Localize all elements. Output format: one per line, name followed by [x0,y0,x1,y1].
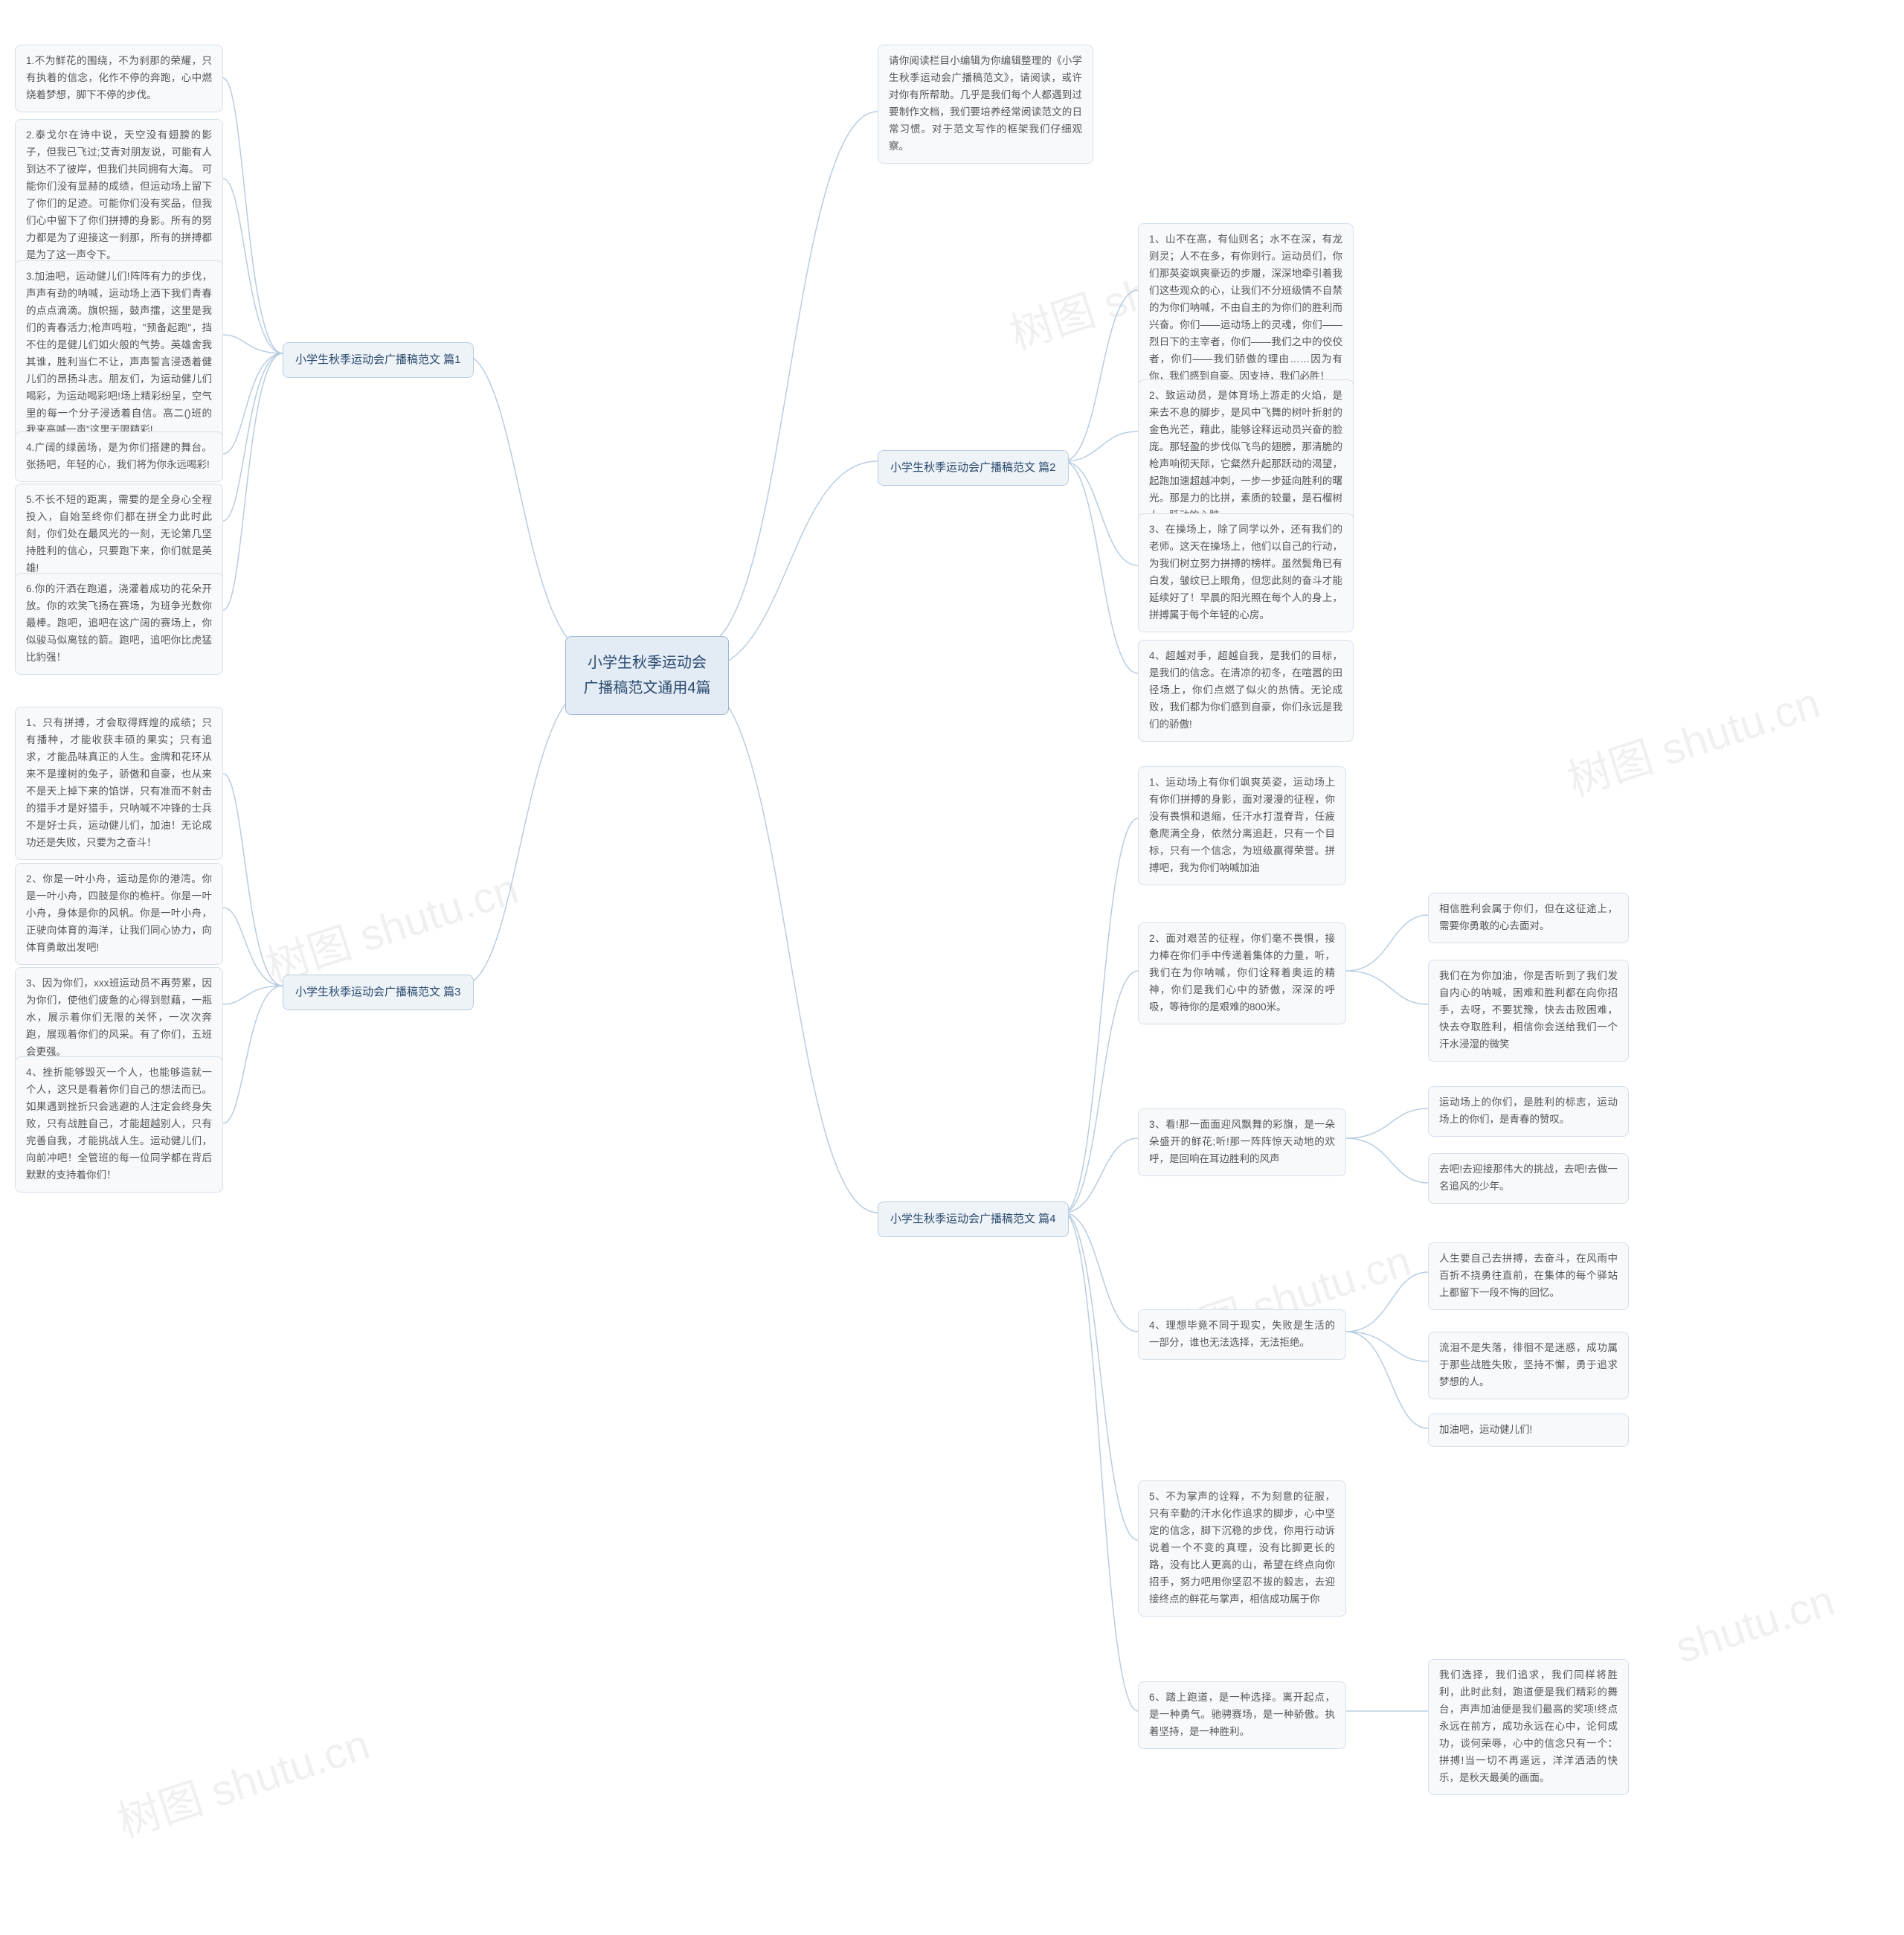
s4-sub4-3: 加油吧，运动健儿们! [1428,1413,1629,1447]
s4-sub2-1: 相信胜利会属于你们，但在这征途上，需要你勇敢的心去面对。 [1428,893,1629,943]
s4-sub4-2: 流泪不是失落，徘徊不是迷惑，成功属于那些战胜失败，坚持不懈，勇于追求梦想的人。 [1428,1332,1629,1399]
s3-item-1: 1、只有拼搏，才会取得辉煌的成绩；只有播种，才能收获丰硕的果实；只有追求，才能品… [15,707,223,860]
s1-item-6: 6.你的汗洒在跑道，浇灌着成功的花朵开放。你的欢笑飞扬在赛场，为班争光数你最棒。… [15,573,223,675]
s1-item-4: 4.广阔的绿茵场，是为你们搭建的舞台。张扬吧，年轻的心，我们将为你永远喝彩! [15,431,223,482]
s4-item-4: 4、理想毕竟不同于现实，失败是生活的一部分，谁也无法选择，无法拒绝。 [1138,1309,1346,1360]
s1-item-5: 5.不长不短的距离，需要的是全身心全程投入，自始至终你们都在拼全力此时此刻，你们… [15,484,223,585]
root-title: 小学生秋季运动会广播稿范文通用4篇 [583,655,710,696]
s4-sub3-1: 运动场上的你们，是胜利的标志，运动场上的你们，是青春的赞叹。 [1428,1086,1629,1137]
s3-item-2: 2、你是一叶小舟，运动是你的港湾。你是一叶小舟，四肢是你的桅杆。你是一叶小舟，身… [15,863,223,965]
s1-item-3: 3.加油吧，运动健儿们!阵阵有力的步伐，声声有劲的呐喊，运动场上洒下我们青春的点… [15,260,223,447]
s3-item-3: 3、因为你们，xxx班运动员不再劳累，因为你们，使他们疲惫的心得到慰藉，一瓶水，… [15,967,223,1069]
s4-item-5: 5、不为掌声的诠释，不为刻意的征服，只有辛勤的汗水化作追求的脚步，心中坚定的信念… [1138,1480,1346,1617]
s4-sub3-2: 去吧!去迎接那伟大的挑战，去吧!去做一名追风的少年。 [1428,1153,1629,1204]
s4-item-6: 6、踏上跑道，是一种选择。离开起点，是一种勇气。驰骋赛场，是一种骄傲。执着坚持，… [1138,1681,1346,1749]
s1-item-1: 1.不为鲜花的围绕，不为刹那的荣耀，只有执着的信念，化作不停的奔跑，心中燃烧着梦… [15,45,223,112]
watermark: 树图 shutu.cn [257,854,525,994]
section-1: 小学生秋季运动会广播稿范文 篇1 [283,342,474,378]
s4-sub4-1: 人生要自己去拼搏，去奋斗，在风雨中百折不挠勇往直前，在集体的每个驿站上都留下一段… [1428,1242,1629,1310]
s4-item-2: 2、面对艰苦的征程，你们毫不畏惧，接力棒在你们手中传递着集体的力量，听，我们在为… [1138,922,1346,1024]
root-node: 小学生秋季运动会广播稿范文通用4篇 [565,636,729,715]
intro-node: 请你阅读栏目小编辑为你编辑整理的《小学生秋季运动会广播稿范文》，请阅读，或许对你… [878,45,1093,164]
s2-item-4: 4、超越对手，超越自我，是我们的目标，是我们的信念。在清凉的初冬，在喧嚣的田径场… [1138,640,1354,742]
s4-sub6-1: 我们选择，我们追求，我们同样将胜利，此时此刻，跑道便是我们精彩的舞台，声声加油便… [1428,1659,1629,1795]
s2-item-1: 1、山不在高，有仙则名；水不在深，有龙则灵；人不在多，有你则行。运动员们，你们那… [1138,223,1354,393]
s4-item-3: 3、看!那一面面迎风飘舞的彩旗，是一朵朵盛开的鲜花;听!那一阵阵惊天动地的欢呼，… [1138,1108,1346,1176]
watermark: 树图 shutu.cn [1559,668,1827,808]
s4-item-1: 1、运动场上有你们飒爽英姿，运动场上有你们拼搏的身影，面对漫漫的征程，你没有畏惧… [1138,766,1346,885]
s2-item-2: 2、致运动员，是体育场上游走的火焰，是来去不息的脚步，是风中飞舞的树叶折射的金色… [1138,379,1354,533]
watermark: 树图 shutu.cn [109,1710,376,1849]
watermark: shutu.cn [1670,1576,1840,1673]
section-3: 小学生秋季运动会广播稿范文 篇3 [283,975,474,1010]
s1-item-2: 2.泰戈尔在诗中说，天空没有翅膀的影子，但我已飞过;艾青对朋友说，可能有人到达不… [15,119,223,272]
s3-item-4: 4、挫折能够毁灭一个人，也能够造就一个人，这只是看着你们自己的想法而已。如果遇到… [15,1056,223,1193]
section-4: 小学生秋季运动会广播稿范文 篇4 [878,1201,1069,1237]
s2-item-3: 3、在操场上，除了同学以外，还有我们的老师。这天在操场上，他们以自己的行动，为我… [1138,513,1354,632]
s4-sub2-2: 我们在为你加油，你是否听到了我们发自内心的呐喊，困难和胜利都在向你招手，去呀，不… [1428,960,1629,1062]
section-2: 小学生秋季运动会广播稿范文 篇2 [878,450,1069,486]
